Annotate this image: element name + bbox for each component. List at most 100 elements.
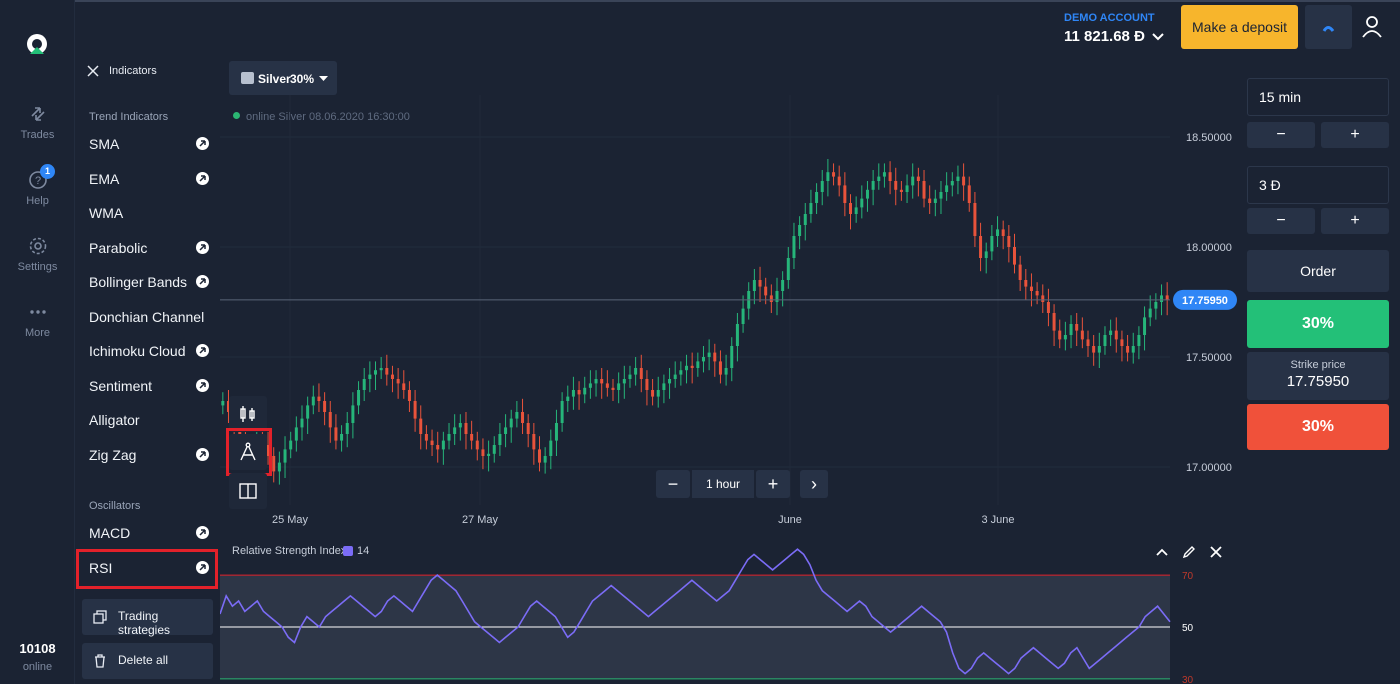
left-nav: Trades ? 1 Help Settings More 10108 onli… [0, 0, 75, 684]
candle [894, 167, 898, 206]
indicator-info-icon[interactable] [196, 447, 209, 461]
candle [718, 350, 722, 384]
indicator-item-sma[interactable]: SMA [77, 129, 213, 159]
indicator-info-icon[interactable] [196, 378, 209, 392]
zoom-out-button[interactable]: − [656, 470, 690, 498]
indicator-item-bollinger-bands[interactable]: Bollinger Bands [77, 267, 213, 297]
candle [526, 414, 530, 448]
indicator-item-rsi[interactable]: RSI [77, 553, 213, 583]
edit-pencil-icon[interactable] [1180, 544, 1198, 560]
indicator-item-parabolic[interactable]: Parabolic [77, 233, 213, 263]
indicator-item-sentiment[interactable]: Sentiment [77, 371, 213, 401]
rsi-color-swatch[interactable] [343, 546, 353, 556]
nav-item-label: Trades [20, 129, 55, 141]
candle [1041, 284, 1045, 313]
svg-text:?: ? [34, 175, 40, 187]
indicator-item-macd[interactable]: MACD [77, 518, 213, 548]
candle [521, 398, 525, 434]
indicator-info-icon[interactable] [196, 344, 209, 357]
close-icon[interactable] [1207, 544, 1225, 560]
candle [990, 225, 994, 261]
candle [820, 170, 824, 206]
layout-button[interactable] [229, 473, 267, 509]
indicator-item-donchian-channel[interactable]: Donchian Channel [77, 302, 213, 332]
oscillators-heading: Oscillators [89, 500, 141, 512]
brand-logo-icon[interactable] [24, 32, 50, 58]
zoom-in-button[interactable]: + [756, 470, 790, 498]
time-increase-button[interactable]: + [1321, 122, 1389, 148]
candle [1007, 225, 1011, 263]
collapse-chevron-up-icon[interactable] [1153, 544, 1171, 560]
candle [368, 361, 372, 393]
rsi-toolbar [1153, 543, 1234, 561]
indicator-item-ema[interactable]: EMA [77, 164, 213, 194]
notifications-button[interactable] [1305, 5, 1352, 49]
expiry-time-field[interactable]: 15 min [1247, 78, 1389, 116]
indicator-info-icon[interactable] [196, 240, 209, 254]
indicator-item-alligator[interactable]: Alligator [77, 405, 213, 435]
candle [362, 368, 366, 401]
indicator-label: Sentiment [89, 377, 153, 394]
candle [226, 390, 230, 423]
candle [402, 370, 406, 399]
indicator-info-icon[interactable] [196, 171, 209, 185]
close-icon[interactable] [87, 65, 99, 77]
indicator-item-ichimoku-cloud[interactable]: Ichimoku Cloud [77, 336, 213, 366]
delete-all-button[interactable]: Delete all [82, 643, 213, 679]
indicator-info-icon[interactable] [196, 526, 209, 539]
candle [1080, 317, 1084, 349]
indicator-info-icon[interactable] [196, 560, 209, 574]
make-deposit-button[interactable]: Make a deposit [1181, 5, 1298, 49]
account-type-label[interactable]: DEMO ACCOUNT [1064, 12, 1155, 24]
candle [854, 196, 858, 223]
buy-up-button[interactable]: 30% [1247, 300, 1389, 348]
candle [458, 414, 462, 441]
order-button[interactable]: Order [1247, 250, 1389, 292]
online-dot-icon [233, 112, 240, 119]
nav-item-help[interactable]: ? 1 Help [0, 164, 75, 207]
candle [294, 416, 298, 452]
nav-item-more[interactable]: More [0, 302, 75, 339]
indicator-info-icon[interactable] [196, 137, 209, 150]
nav-item-label: More [24, 327, 51, 339]
indicator-label: EMA [89, 170, 120, 187]
nav-item-trades[interactable]: Trades [0, 104, 75, 141]
candle [769, 284, 773, 313]
rsi-chart[interactable]: 70 50 30 [220, 540, 1240, 684]
y-tick-label: 18.50000 [1186, 132, 1232, 144]
candle [950, 172, 954, 197]
price-chart[interactable]: 18.50000 18.00000 17.50000 17.00000 25 May 2… [220, 95, 1240, 535]
timeframe-label[interactable]: 1 hour [692, 470, 754, 498]
indicator-item-wma[interactable]: WMA [77, 198, 213, 228]
time-decrease-button[interactable]: − [1247, 122, 1315, 148]
drawing-tools-button[interactable] [229, 434, 267, 470]
rsi-period[interactable]: 14 [357, 545, 370, 557]
trading-strategies-label: Trading strategies [118, 609, 171, 637]
candle [1024, 269, 1028, 300]
amount-increase-button[interactable]: + [1321, 208, 1389, 234]
candle [815, 183, 819, 214]
account-balance[interactable]: 11 821.68 Đ [1064, 28, 1145, 45]
amount-decrease-button[interactable]: − [1247, 208, 1315, 234]
candle [272, 447, 276, 483]
candle [289, 431, 293, 459]
sell-down-button[interactable]: 30% [1247, 404, 1389, 450]
chevron-down-icon[interactable] [1152, 32, 1164, 42]
chart-type-button[interactable] [229, 396, 267, 432]
candle [390, 365, 394, 393]
x-tick-label: 27 May [462, 514, 499, 526]
asset-selector[interactable]: Silver 30% [229, 61, 337, 95]
candle [306, 396, 310, 434]
trading-strategies-button[interactable]: Trading strategies [82, 599, 213, 637]
indicator-item-zig-zag[interactable]: Zig Zag [77, 440, 213, 470]
profile-button[interactable] [1355, 5, 1390, 49]
candle [277, 451, 281, 485]
candle [967, 176, 971, 212]
nav-item-settings[interactable]: Settings [0, 236, 75, 273]
amount-field[interactable]: 3 Đ [1247, 166, 1389, 204]
indicator-info-icon[interactable] [196, 275, 209, 288]
candle [509, 409, 513, 443]
strike-price-box[interactable]: Strike price 17.75950 [1247, 352, 1389, 400]
indicator-label: Ichimoku Cloud [89, 343, 186, 359]
scroll-right-button[interactable]: › [800, 470, 828, 498]
